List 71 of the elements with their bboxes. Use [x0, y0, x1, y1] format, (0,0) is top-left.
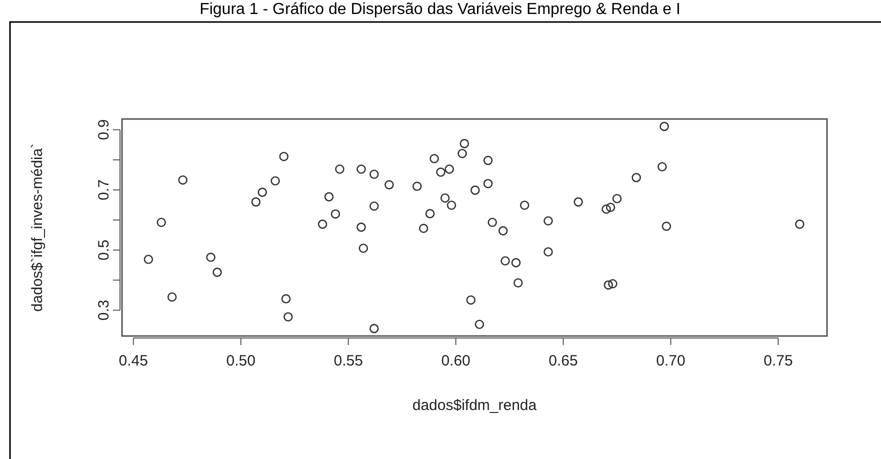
y-tick-label: 0.9 — [95, 119, 112, 140]
point — [483, 156, 493, 166]
point — [574, 197, 583, 207]
point — [270, 176, 280, 186]
point — [795, 220, 804, 229]
point — [544, 216, 553, 226]
point — [460, 138, 470, 148]
point — [144, 254, 154, 264]
x-axis-title: dados$ifdm_renda — [412, 397, 538, 414]
chart-title: Figura 1 - Gráfico de Dispersão das Variáveis Emprego & Renda e I — [200, 1, 680, 18]
x-tick-label: 0.50 — [226, 352, 256, 370]
point — [513, 278, 523, 288]
point — [369, 324, 379, 334]
point — [212, 268, 222, 277]
point — [458, 148, 467, 158]
point — [418, 224, 428, 234]
point — [520, 200, 530, 210]
point — [660, 122, 669, 132]
point — [251, 197, 261, 207]
point — [474, 320, 484, 329]
point — [384, 180, 394, 190]
x-tick-label: 0.55 — [334, 352, 363, 370]
point — [436, 168, 446, 177]
point — [662, 222, 672, 231]
point — [466, 295, 476, 305]
point — [358, 244, 368, 253]
point — [511, 258, 521, 268]
point — [602, 204, 611, 214]
point — [425, 209, 435, 218]
point — [604, 280, 614, 290]
x-tick-label: 0.60 — [441, 352, 470, 370]
point — [606, 202, 616, 212]
point — [258, 188, 267, 197]
point — [500, 256, 510, 266]
point — [281, 294, 291, 304]
point — [632, 172, 641, 182]
point — [206, 252, 216, 262]
point — [284, 312, 293, 322]
y-tick-label: 0.7 — [95, 179, 112, 200]
point — [430, 154, 439, 164]
point — [279, 152, 288, 162]
point — [658, 162, 667, 172]
point — [167, 292, 177, 302]
point — [356, 222, 366, 232]
point — [318, 220, 328, 229]
point — [324, 192, 334, 202]
point — [156, 218, 166, 228]
point — [488, 218, 497, 228]
point — [369, 170, 379, 179]
point — [412, 182, 422, 191]
point — [335, 164, 344, 174]
point — [544, 247, 553, 256]
point — [612, 194, 622, 204]
point — [608, 279, 618, 288]
point — [483, 178, 493, 188]
x-tick-label: 0.45 — [118, 352, 148, 370]
point — [356, 164, 366, 174]
point — [498, 226, 508, 236]
point — [178, 175, 188, 185]
y-axis-title: dados$`ifgf_inves-média` — [29, 143, 46, 312]
point — [446, 200, 456, 210]
x-tick-label: 0.75 — [764, 352, 793, 370]
point — [444, 164, 454, 174]
point — [440, 193, 450, 203]
y-tick-label: 0.3 — [95, 300, 112, 321]
point — [470, 186, 480, 195]
x-tick-label: 0.65 — [548, 352, 578, 370]
y-tick-label: 0.5 — [95, 240, 112, 260]
point — [330, 209, 340, 219]
point — [369, 202, 379, 211]
x-tick-label: 0.70 — [656, 352, 686, 370]
